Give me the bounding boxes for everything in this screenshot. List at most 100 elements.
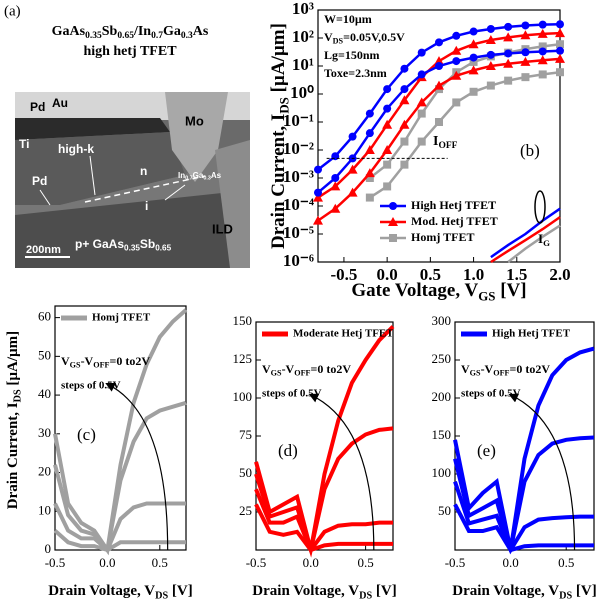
- text-part: [µA/µm]: [5, 331, 21, 390]
- marker: [504, 76, 513, 85]
- marker: [364, 168, 375, 178]
- y-tick-label: 10⁻³: [283, 167, 314, 186]
- x-tick-label: 0.0: [377, 265, 398, 284]
- x-axis-label: Drain Voltage, VDS [V]: [252, 583, 396, 601]
- subscript: GS: [70, 360, 81, 369]
- legend-marker: [389, 202, 397, 210]
- subscript: OFF: [493, 368, 509, 377]
- marker: [469, 57, 478, 66]
- series-line: [53, 501, 186, 554]
- y-tick-label: 50: [239, 465, 252, 480]
- y-tick-label: 125: [233, 351, 253, 366]
- marker: [520, 30, 531, 40]
- subscript: DS: [559, 591, 572, 602]
- image-label: Mo: [185, 113, 204, 128]
- marker: [486, 81, 495, 90]
- series-line: [53, 400, 187, 555]
- series-line: [254, 426, 394, 558]
- panel-label: (c): [77, 425, 96, 444]
- image-label: n: [140, 164, 147, 178]
- marker: [383, 85, 392, 94]
- pointer: [89, 155, 96, 196]
- annotation: VGS-VOFF=0 to2V: [262, 362, 351, 378]
- y-tick-label: 10⁻⁵: [283, 223, 314, 242]
- x-tick-label: -0.5: [445, 555, 466, 570]
- legend-marker: [389, 234, 397, 242]
- marker: [417, 70, 426, 79]
- marker: [417, 137, 426, 146]
- annotation: Lg=150nm: [324, 48, 380, 62]
- text-part: V: [262, 362, 271, 376]
- subscript: GS: [271, 368, 282, 377]
- series-line: [53, 308, 188, 556]
- marker: [417, 109, 426, 118]
- y-tick-label: 10³: [292, 0, 314, 18]
- marker: [383, 104, 392, 113]
- text-part: [V]: [495, 280, 526, 301]
- x-tick-label: -0.5: [45, 555, 66, 570]
- marker: [469, 27, 478, 36]
- text-part: =0 to2V: [311, 362, 352, 376]
- text-part: -V: [481, 362, 494, 376]
- marker: [503, 32, 514, 42]
- y-tick-label: 100: [432, 465, 452, 480]
- subscript: GS: [478, 289, 495, 304]
- marker: [314, 165, 322, 174]
- subscript: DS: [13, 389, 24, 402]
- panel-label: (e): [477, 441, 496, 460]
- marker: [383, 160, 392, 169]
- image-label: p+ GaAs0.35Sb0.65: [75, 237, 172, 253]
- y-tick-label: 10⁻⁴: [283, 195, 314, 214]
- y-tick-label: 20: [38, 464, 51, 479]
- marker: [556, 40, 564, 49]
- marker: [365, 129, 374, 138]
- marker: [365, 174, 374, 182]
- series-line: [254, 488, 393, 555]
- annotation: steps of 0.5V: [61, 380, 121, 392]
- series-line: [453, 435, 595, 551]
- marker: [331, 152, 340, 161]
- text-part: =0 to2V: [510, 362, 551, 376]
- marker: [314, 188, 322, 197]
- marker: [435, 118, 443, 126]
- text-part: Sb: [102, 24, 118, 39]
- text-part: p+ GaAs: [75, 237, 124, 251]
- series-line: [507, 224, 561, 263]
- marker: [416, 97, 427, 107]
- series-line: [490, 216, 561, 264]
- y-tick-label: 150: [432, 427, 452, 442]
- x-tick-label: 0.0: [502, 555, 518, 570]
- x-axis-label: Drain Voltage, VDS [V]: [452, 583, 596, 601]
- series-line: [254, 503, 393, 553]
- marker: [347, 164, 358, 174]
- annotation: IOFF: [433, 134, 458, 151]
- ig-bracket: [534, 190, 546, 224]
- marker: [538, 42, 547, 51]
- marker: [503, 58, 514, 68]
- y-tick-label: 40: [38, 386, 51, 401]
- text-part: [V]: [168, 583, 193, 599]
- subscript: DS: [277, 97, 292, 114]
- text-part: Drain Current, I: [5, 402, 21, 509]
- marker: [452, 31, 461, 40]
- marker: [537, 28, 548, 38]
- text-part: V: [61, 354, 70, 368]
- text-part: I: [538, 231, 543, 246]
- subscript: 0.3: [181, 31, 193, 41]
- marker: [399, 95, 410, 105]
- panel-title: GaAs0.35Sb0.65/In0.7Ga0.3As: [52, 24, 209, 41]
- panel-label: (d): [278, 441, 298, 460]
- series-line: [453, 346, 595, 551]
- x-tick-label: 2.0: [549, 265, 570, 284]
- legend-label: Homj TFET: [411, 230, 474, 244]
- text-part: In: [178, 171, 185, 180]
- series-line: [453, 480, 594, 555]
- x-tick-label: 0.5: [357, 555, 373, 570]
- text-part: Drain Voltage, V: [452, 583, 559, 599]
- marker: [330, 181, 341, 191]
- plot-frame: [54, 305, 187, 551]
- marker: [538, 70, 547, 79]
- subscript: 0.3: [203, 176, 211, 182]
- marker: [434, 56, 444, 66]
